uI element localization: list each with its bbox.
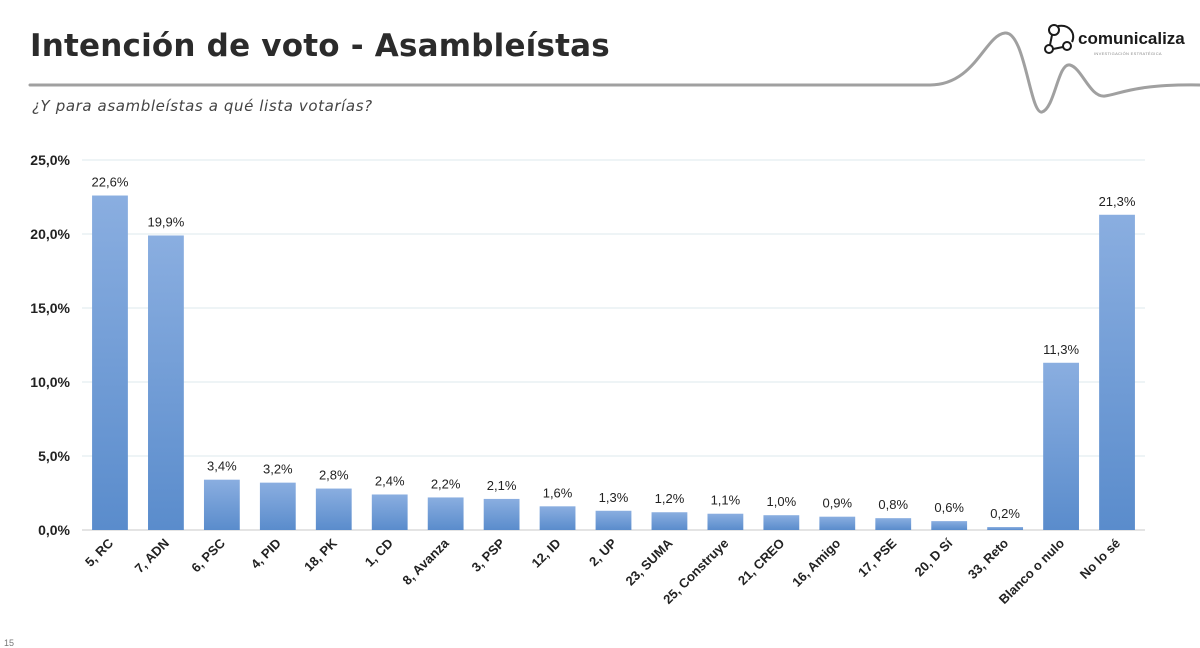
page-subtitle: ¿Y para asambleístas a qué lista votaría… bbox=[32, 97, 373, 115]
bar bbox=[315, 488, 352, 530]
x-category-label: 23, SUMA bbox=[623, 535, 676, 588]
bar bbox=[92, 195, 128, 530]
bar bbox=[539, 506, 576, 530]
header-wave-line bbox=[28, 31, 1200, 114]
x-category-label: 6, PSC bbox=[188, 535, 228, 575]
x-category-label: 3, PSP bbox=[469, 535, 508, 574]
logo-name: comunicaliza bbox=[1078, 29, 1185, 48]
x-category-label: 18, PK bbox=[301, 535, 340, 574]
bar-value-label: 3,2% bbox=[263, 462, 293, 477]
bar bbox=[483, 498, 520, 530]
x-category-label: No lo sé bbox=[1077, 536, 1123, 582]
x-category-label: 21, CREO bbox=[735, 536, 788, 589]
bar-value-label: 19,9% bbox=[147, 214, 184, 229]
x-category-label: 4, PID bbox=[248, 536, 284, 572]
bar bbox=[987, 527, 1024, 530]
bar-value-label: 1,3% bbox=[599, 490, 629, 505]
bar-value-label: 21,3% bbox=[1099, 194, 1136, 209]
bar-value-label: 0,9% bbox=[822, 496, 852, 511]
bar bbox=[148, 235, 184, 530]
y-tick-label: 20,0% bbox=[30, 226, 70, 242]
x-category-label: 16, Amigo bbox=[789, 535, 843, 589]
bar-value-label: 0,2% bbox=[990, 506, 1020, 521]
x-category-label: 7, ADN bbox=[132, 536, 172, 576]
bar bbox=[427, 497, 464, 530]
bar-value-label: 3,4% bbox=[207, 459, 237, 474]
bar-value-label: 2,4% bbox=[375, 473, 405, 488]
x-category-label: 33, Reto bbox=[965, 535, 1011, 581]
bar bbox=[1099, 214, 1135, 530]
x-category-label: 8, Avanza bbox=[399, 535, 452, 588]
bar bbox=[875, 518, 912, 530]
x-category-label: 2, UP bbox=[586, 535, 620, 569]
bar bbox=[203, 479, 240, 530]
network-nodes-icon bbox=[1044, 24, 1075, 54]
y-tick-label: 5,0% bbox=[38, 448, 70, 464]
bar bbox=[1043, 362, 1079, 530]
bar-value-label: 0,8% bbox=[878, 497, 908, 512]
bar-value-label: 2,2% bbox=[431, 476, 461, 491]
x-category-label: 1, CD bbox=[362, 536, 396, 570]
x-category-label: 20, D Sí bbox=[911, 535, 955, 579]
bar-value-label: 1,1% bbox=[711, 493, 741, 508]
x-category-label: 17, PSE bbox=[855, 535, 900, 580]
page-number: 15 bbox=[4, 638, 15, 648]
bar-value-label: 1,2% bbox=[655, 491, 685, 506]
logo-tagline: INVESTIGACIÓN ESTRATÉGICA bbox=[1094, 51, 1162, 56]
y-tick-label: 10,0% bbox=[30, 374, 70, 390]
y-tick-label: 0,0% bbox=[38, 522, 70, 538]
bar bbox=[931, 521, 968, 530]
bar-value-label: 11,3% bbox=[1043, 342, 1079, 357]
bar-value-label: 1,6% bbox=[543, 485, 573, 500]
bar bbox=[819, 516, 856, 530]
bar bbox=[595, 510, 632, 530]
x-category-label: 5, RC bbox=[82, 535, 117, 570]
bar-value-label: 1,0% bbox=[767, 494, 797, 509]
page-title: Intención de voto - Asambleístas bbox=[30, 28, 610, 64]
y-tick-label: 25,0% bbox=[30, 152, 70, 168]
bar-value-label: 0,6% bbox=[934, 500, 964, 515]
bar-value-label: 22,6% bbox=[92, 175, 129, 190]
bar bbox=[371, 494, 408, 530]
x-category-label: 12, ID bbox=[529, 536, 564, 571]
bar-chart: 0,0% 5,0% 10,0% 15,0% 20,0% 25,0% 22,6% 5, RC 19… bbox=[30, 152, 1145, 607]
bar bbox=[763, 515, 800, 530]
bar-value-label: 2,8% bbox=[319, 468, 349, 483]
y-tick-label: 15,0% bbox=[30, 300, 70, 316]
bar bbox=[259, 482, 296, 530]
bar bbox=[707, 513, 744, 530]
bar-value-label: 2,1% bbox=[487, 478, 517, 493]
bar bbox=[651, 512, 688, 530]
